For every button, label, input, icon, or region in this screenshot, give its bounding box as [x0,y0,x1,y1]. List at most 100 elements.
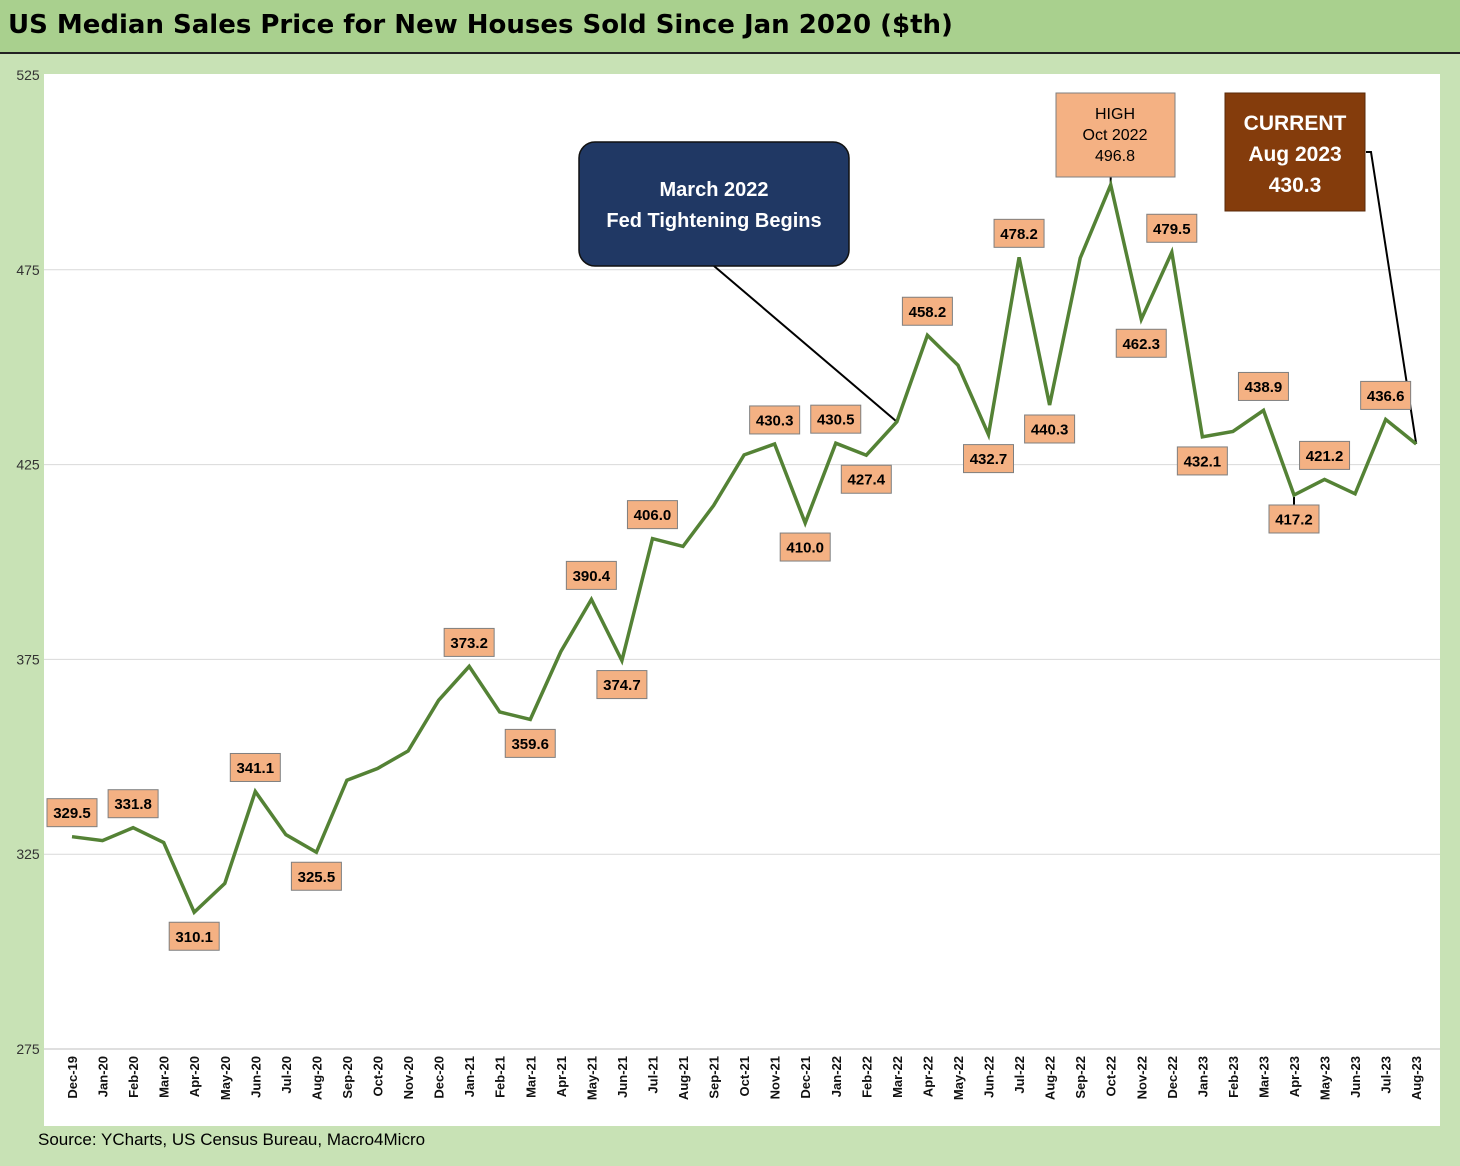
y-tick-label: 425 [16,457,40,473]
x-tick-label: Jan-22 [829,1056,844,1097]
x-tick-label: Feb-21 [493,1056,508,1098]
x-tick-label: Dec-22 [1165,1056,1180,1099]
data-label: 325.5 [298,869,336,886]
data-label: 421.2 [1306,448,1344,465]
x-tick-label: Jul-22 [1012,1056,1027,1094]
x-tick-label: Nov-20 [401,1056,416,1099]
x-tick-label: Jun-23 [1348,1056,1363,1098]
x-tick-label: Aug-20 [309,1056,324,1100]
x-tick-label: Mar-20 [157,1056,172,1098]
data-label: 410.0 [786,540,824,557]
data-label: 341.1 [237,760,275,777]
x-tick-label: Jun-22 [982,1056,997,1098]
data-label-box [749,405,801,435]
data-label-box [626,500,678,530]
x-tick-label: Feb-22 [859,1056,874,1098]
data-label-box [963,444,1014,474]
fed-callout-box [578,141,850,267]
data-label-box [779,532,831,562]
x-tick-label: Jan-20 [96,1056,111,1097]
x-tick-label: Sep-20 [340,1056,355,1099]
data-label: 479.5 [1153,221,1191,238]
y-tick-label: 525 [16,67,40,83]
current-callout-box [1224,92,1366,212]
x-tick-label: Mar-21 [523,1056,538,1098]
data-label-box [810,404,862,434]
x-tick-label: May-22 [951,1056,966,1100]
series-line [71,179,1418,916]
data-label: 359.6 [511,736,549,753]
data-label-box [504,728,556,758]
data-label: 331.8 [114,796,152,813]
x-tick-label: Feb-20 [126,1056,141,1098]
x-tick-label: Sep-21 [707,1056,722,1099]
data-label-box [565,560,617,590]
data-label-box [993,218,1045,248]
data-label-box [168,921,220,951]
data-label: 430.3 [756,412,794,429]
x-tick-label: Oct-21 [737,1056,752,1096]
x-tick-label: Sep-22 [1073,1056,1088,1099]
x-tick-label: Jul-23 [1379,1056,1394,1094]
source-note: Source: YCharts, US Census Bureau, Macro… [38,1130,426,1149]
data-label: 374.7 [603,677,641,694]
data-label: 436.6 [1367,388,1405,405]
data-label: 440.3 [1031,421,1069,438]
high-callout-line: 496.8 [1095,148,1135,165]
high-callout-box [1055,92,1176,178]
data-label-box [1237,371,1289,401]
x-tick-label: Mar-23 [1256,1056,1271,1098]
high-callout-line: Oct 2022 [1083,127,1148,144]
x-tick-label: Jul-20 [279,1056,294,1094]
fed-callout-line: March 2022 [660,179,769,201]
x-tick-label: Jul-21 [645,1056,660,1094]
data-label: 329.5 [53,805,91,822]
y-tick-label: 375 [16,651,40,667]
title-bar: US Median Sales Price for New Houses Sol… [0,0,1460,54]
x-tick-label: Jun-20 [248,1056,263,1098]
current-callout-line: Aug 2023 [1248,143,1341,166]
x-tick-label: Aug-23 [1409,1056,1424,1100]
data-label-box [1176,446,1228,476]
x-tick-label: Apr-23 [1287,1056,1302,1097]
data-label-box [1299,440,1351,470]
x-tick-label: Nov-22 [1134,1056,1149,1099]
x-tick-label: Aug-21 [676,1056,691,1100]
data-label: 390.4 [573,568,611,585]
data-label-box [901,296,953,326]
data-label: 373.2 [450,635,488,652]
y-tick-label: 275 [16,1041,40,1057]
x-tick-label: Jun-21 [615,1056,630,1098]
x-tick-label: May-20 [218,1056,233,1100]
x-tick-label: Jan-23 [1195,1056,1210,1097]
x-tick-label: Dec-20 [432,1056,447,1099]
data-label: 438.9 [1245,379,1283,396]
x-tick-label: Dec-21 [798,1056,813,1099]
data-label-box [1115,328,1167,358]
data-label: 432.1 [1184,453,1222,470]
current-callout-pointer [1366,151,1418,445]
data-label-box [596,670,648,700]
x-tick-label: Apr-21 [554,1056,569,1097]
data-label-box [840,464,892,494]
x-tick-label: Feb-23 [1226,1056,1241,1098]
high-callout-line: HIGH [1095,106,1135,123]
data-label-box [1360,380,1412,410]
data-label: 478.2 [1000,226,1038,243]
y-tick-label: 475 [16,262,40,278]
data-label: 406.0 [634,507,672,524]
x-tick-label: Aug-22 [1043,1056,1058,1100]
fed-callout-pointer [713,265,898,423]
x-tick-label: Dec-19 [65,1056,80,1099]
data-label-box [443,627,495,657]
data-label: 310.1 [175,929,213,946]
x-tick-label: Apr-22 [920,1056,935,1097]
data-label: 417.2 [1275,511,1313,528]
data-label-box [229,752,281,782]
data-label-box [46,798,98,828]
data-label: 458.2 [909,304,947,321]
x-tick-label: May-23 [1318,1056,1333,1100]
data-label: 462.3 [1122,336,1160,353]
